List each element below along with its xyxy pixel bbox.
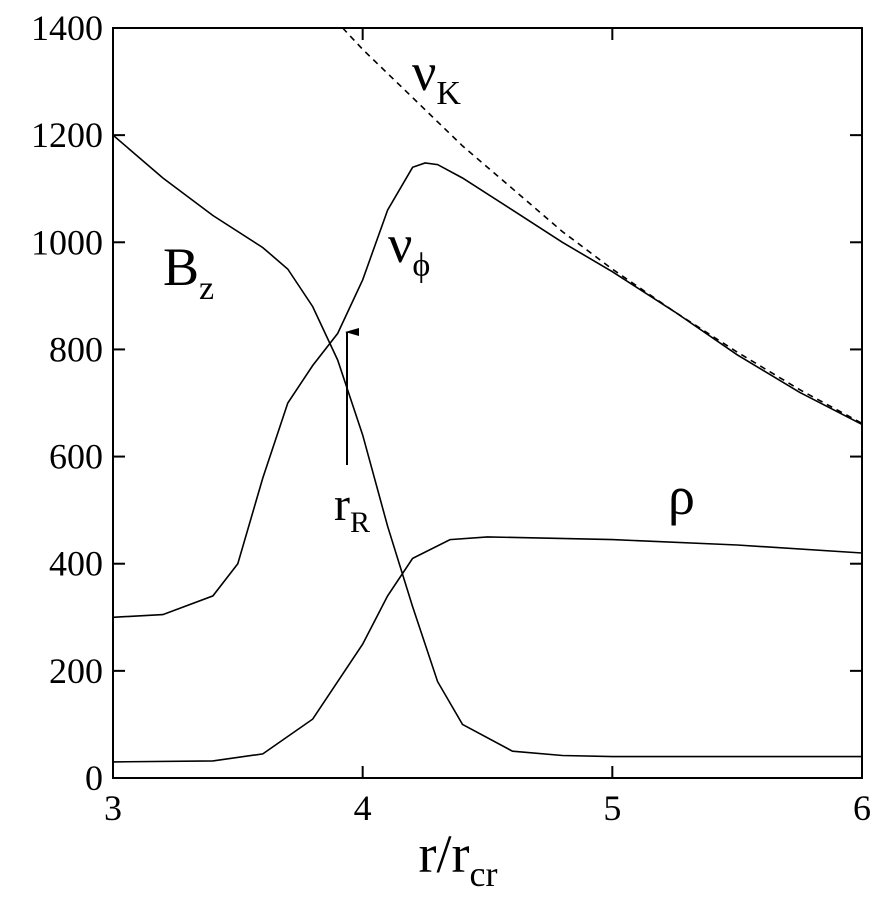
series-label: νϕ: [388, 214, 430, 284]
y-tick-label: 1000: [31, 222, 103, 262]
series-label-name: B: [163, 237, 199, 297]
y-tick-label: 1400: [31, 8, 103, 48]
x-tick-label: 6: [853, 788, 871, 828]
series-label-sub: K: [436, 75, 461, 112]
x-label-sub: cr: [470, 854, 498, 894]
series-line: [112, 536, 863, 763]
y-tick-label: 600: [49, 437, 103, 477]
series-label-sub: z: [199, 270, 214, 307]
y-tick-label: 200: [49, 651, 103, 691]
x-axis-label: r/rcr: [419, 824, 498, 894]
series-line: [112, 134, 862, 758]
series-label-sub: ϕ: [412, 247, 430, 284]
series-label: ρ: [668, 466, 695, 526]
x-label-text: r/r: [419, 824, 470, 884]
x-tick-label: 5: [603, 788, 621, 828]
series-label-name: ρ: [668, 466, 695, 526]
series-label-name: ν: [388, 214, 412, 274]
x-tick-label: 3: [104, 788, 122, 828]
series-label: νK: [412, 42, 461, 112]
series-label-name: ν: [412, 42, 436, 102]
plot-frame: [112, 27, 863, 779]
x-tick-label: 4: [354, 788, 372, 828]
annotation-text: r: [334, 478, 350, 531]
y-tick-label: 0: [85, 758, 103, 798]
y-tick-label: 400: [49, 544, 103, 584]
annotation: rR: [334, 478, 370, 539]
annotation-sub: R: [350, 506, 370, 539]
series-line: [342, 27, 863, 425]
y-tick-label: 1200: [31, 115, 103, 155]
y-tick-label: 800: [49, 329, 103, 369]
series-line: [112, 162, 863, 619]
series-label: Bz: [163, 237, 214, 307]
